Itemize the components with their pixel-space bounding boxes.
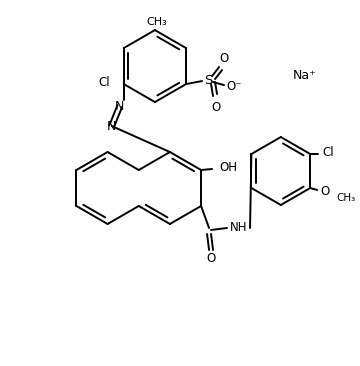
Text: O: O [219,52,229,64]
Text: N: N [107,120,116,132]
Text: NH: NH [230,221,248,235]
Text: O: O [206,253,216,265]
Text: O: O [211,101,221,113]
Text: Cl: Cl [98,75,110,89]
Text: CH₃: CH₃ [336,193,355,203]
Text: Na⁺: Na⁺ [293,68,317,82]
Text: Cl: Cl [322,146,334,158]
Text: N: N [115,100,125,113]
Text: O⁻: O⁻ [226,79,242,93]
Text: OH: OH [219,161,237,173]
Text: CH₃: CH₃ [147,17,167,27]
Text: S: S [204,74,212,87]
Text: O: O [320,186,329,198]
